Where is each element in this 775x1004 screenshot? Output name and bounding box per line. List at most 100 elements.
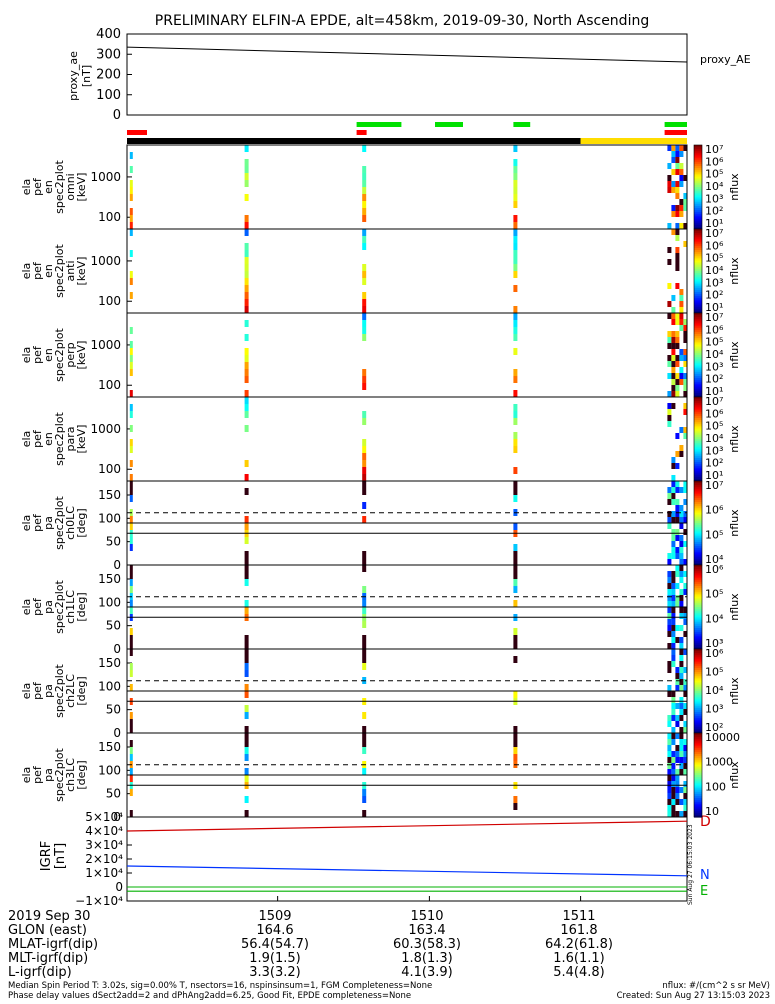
panel-para-data-cell (675, 433, 680, 439)
panel-ch1LC-colorbar-segment (694, 600, 702, 604)
igrf-tick-label: 1×10⁴ (85, 866, 123, 880)
panel-ch3LC-colorbar-segment (694, 772, 702, 776)
panel-anti-tick-label: 100 (98, 294, 121, 308)
panel-ch3LC-data-cell (513, 754, 518, 761)
panel-ch1LC-data-cell (513, 600, 518, 607)
panel-ch2LC-data-cell (675, 673, 680, 679)
panel-omni-colorbar-segment (694, 212, 702, 215)
panel-omni-label-line: [keV] (75, 173, 88, 202)
panel-para-data-cell (513, 411, 518, 418)
panel-ch1LC-colorbar-segment (694, 621, 702, 625)
panel-ch1LC-data-cell (675, 601, 680, 607)
panel-ch0LC-data-cell (679, 547, 684, 553)
panel-ch1LC-colorbar-segment (694, 594, 702, 598)
panel-ch2LC-colorbar-segment (694, 663, 702, 667)
panel-ch3LC-data-cell (513, 747, 518, 754)
panel-perp-data-cell (675, 361, 680, 367)
panel-anti-data-cell (129, 292, 133, 299)
panel-ch1LC-colorbar-segment (694, 625, 702, 629)
panel-anti-data-cell (362, 236, 367, 243)
panel-ch1LC-data-cell (679, 625, 684, 631)
panel-anti-data-cell (513, 250, 518, 257)
panel-anti-data-cell (675, 247, 680, 253)
panel-omni-colorbar-segment (694, 157, 702, 161)
panel-ch1LC-data-cell (675, 571, 680, 577)
panel-ch1LC-colorbar-segment (694, 604, 702, 608)
panel-ch3LC-data-cell (667, 745, 672, 751)
igrf-tick-label: −1×10⁴ (75, 894, 123, 908)
panel-perp-colorbar-segment (694, 334, 702, 337)
panel-perp-data-cell (675, 319, 680, 325)
panel-anti-data-cell (244, 229, 249, 236)
panel-ch3LC-colorbar-segment (694, 733, 702, 736)
panel-para-colorbar-segment (694, 426, 702, 430)
panel-ch3LC-data-cell (667, 787, 672, 793)
panel-para-data-cell (513, 404, 518, 411)
panel-ch2LC-data-cell (362, 656, 367, 663)
panel-perp-data-cell (679, 367, 684, 373)
panel-para-colorbar-segment (694, 447, 702, 451)
panel-ch0LC-data-cell (671, 499, 676, 505)
panel-anti-colorbar-segment (694, 298, 702, 301)
panel-ch2LC-data-cell (244, 691, 249, 698)
panel-perp-data-cell (679, 379, 684, 385)
panel-ch3LC-colorbar-segment (694, 760, 702, 763)
panel-omni-data-cell (679, 205, 684, 211)
panel-ch1LC-colorbar-segment (694, 586, 702, 589)
panel-ch3LC-data-cell (679, 799, 684, 805)
panel-ch0LC-data-cell (667, 511, 672, 517)
panel-ch3LC-data-cell (667, 751, 672, 757)
panel-ch3LC-colorbar-segment (694, 808, 702, 812)
panel-para-data-cell (679, 451, 684, 457)
panel-ch1LC-data-cell (362, 607, 367, 614)
panel-anti-colorbar-segment (694, 264, 702, 268)
panel-ch1LC-colorbar-segment (694, 646, 702, 650)
panel-omni-data-cell (671, 169, 676, 175)
panel-ch2LC-data-cell (244, 663, 249, 670)
panel-ch2LC-colorbar-segment (694, 693, 702, 696)
panel-ch0LC-colorbar-tick-label: 10⁴ (705, 553, 724, 566)
panel-ch1LC-data-cell (667, 619, 672, 625)
proxy-ae-frame (126, 33, 688, 116)
panel-para-data-cell (513, 446, 518, 453)
panel-ch2LC-colorbar-segment (694, 712, 702, 715)
panel-omni-data-cell (671, 181, 676, 187)
panel-ch1LC-tick-label: 50 (106, 619, 121, 633)
panel-ch0LC-data-cell (513, 551, 518, 558)
panel-ch1LC-colorbar-segment (694, 607, 702, 610)
panel-ch2LC-data-cell (671, 703, 676, 709)
panel-perp-colorbar-segment (694, 321, 702, 325)
panel-ch3LC-data-cell (671, 733, 676, 739)
panel-ch0LC-data-cell (671, 493, 676, 499)
panel-perp-data-cell (671, 319, 676, 325)
panel-ch0LC-label-line: ela (20, 515, 33, 532)
panel-para-colorbar-segment (694, 430, 702, 434)
panel-ch3LC-data-cell (679, 811, 684, 817)
panel-para-colorbar-segment (694, 413, 702, 417)
panel-perp-colorbar-segment (694, 342, 702, 346)
panel-ch0LC-colorbar-label: nflux (728, 509, 741, 537)
panel-para-label-line: ela (20, 431, 33, 448)
panel-para-data-cell (362, 453, 367, 460)
panel-ch3LC-data-cell (667, 811, 672, 817)
panel-perp-data-cell (675, 379, 680, 385)
panel-ch1LC-data-cell (683, 607, 688, 613)
panel-ch0LC-tick-label: 100 (98, 511, 121, 525)
footer-row-1-v1: 163.4 (408, 923, 445, 938)
panel-ch3LC-data-cell (362, 796, 367, 803)
panel-ch3LC-data-cell (667, 763, 672, 769)
panel-ch1LC-data-cell (667, 589, 672, 595)
panel-omni-colorbar-segment (694, 184, 702, 188)
panel-ch2LC-data-cell (129, 712, 133, 719)
panel-perp-colorbar-tick-label: 10⁴ (705, 348, 724, 361)
panel-anti-colorbar-tick-label: 10⁷ (705, 227, 723, 240)
panel-para-colorbar-segment (694, 441, 702, 444)
panel-para-colorbar-segment (694, 397, 702, 400)
panel-perp-colorbar-segment (694, 361, 702, 364)
panel-ch2LC-data-cell (671, 691, 676, 697)
panel-omni-colorbar-segment (694, 214, 702, 217)
panel-omni-data-cell (129, 166, 133, 173)
panel-para-data-cell (129, 404, 133, 411)
footer-row-0-v1: 1510 (410, 909, 443, 924)
